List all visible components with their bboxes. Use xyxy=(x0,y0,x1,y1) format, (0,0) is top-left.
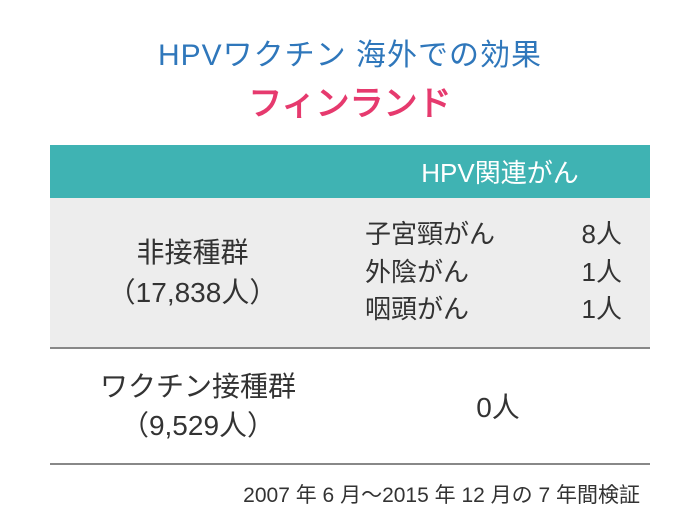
footnote: 2007 年 6 月〜2015 年 12 月の 7 年間検証 xyxy=(50,479,650,509)
result-name: 子宮頸がん xyxy=(365,216,495,254)
data-table: HPV関連がん 非接種群 （17,838人） 子宮頸がん 8人 外陰がん 1人 … xyxy=(50,145,650,465)
title-line1: HPVワクチン 海外での効果 xyxy=(50,30,650,74)
title-line2: フィンランド xyxy=(50,76,650,125)
results-cell: 0人 xyxy=(346,368,650,444)
table-header-left xyxy=(50,145,350,198)
result-count: 8人 xyxy=(582,216,642,254)
table-row: ワクチン接種群 （9,529人） 0人 xyxy=(50,349,650,465)
results-cell: 子宮頸がん 8人 外陰がん 1人 咽頭がん 1人 xyxy=(335,198,650,347)
single-result: 0人 xyxy=(476,392,520,423)
table-header-row: HPV関連がん xyxy=(50,145,650,198)
result-line: 子宮頸がん 8人 xyxy=(365,216,642,254)
result-count: 1人 xyxy=(582,291,642,329)
group-cell: 非接種群 （17,838人） xyxy=(50,215,335,329)
group-label: ワクチン接種群 xyxy=(54,367,342,406)
title-block: HPVワクチン 海外での効果 フィンランド xyxy=(50,30,650,125)
result-name: 咽頭がん xyxy=(365,291,469,329)
result-line: 咽頭がん 1人 xyxy=(365,291,642,329)
result-name: 外陰がん xyxy=(365,254,469,292)
result-line: 外陰がん 1人 xyxy=(365,254,642,292)
group-label: 非接種群 xyxy=(54,233,331,272)
table-row: 非接種群 （17,838人） 子宮頸がん 8人 外陰がん 1人 咽頭がん 1人 xyxy=(50,198,650,349)
group-count: （17,838人） xyxy=(54,273,331,312)
group-cell: ワクチン接種群 （9,529人） xyxy=(50,349,346,463)
group-count: （9,529人） xyxy=(54,406,342,445)
result-count: 1人 xyxy=(582,254,642,292)
table-header-right: HPV関連がん xyxy=(350,145,650,198)
